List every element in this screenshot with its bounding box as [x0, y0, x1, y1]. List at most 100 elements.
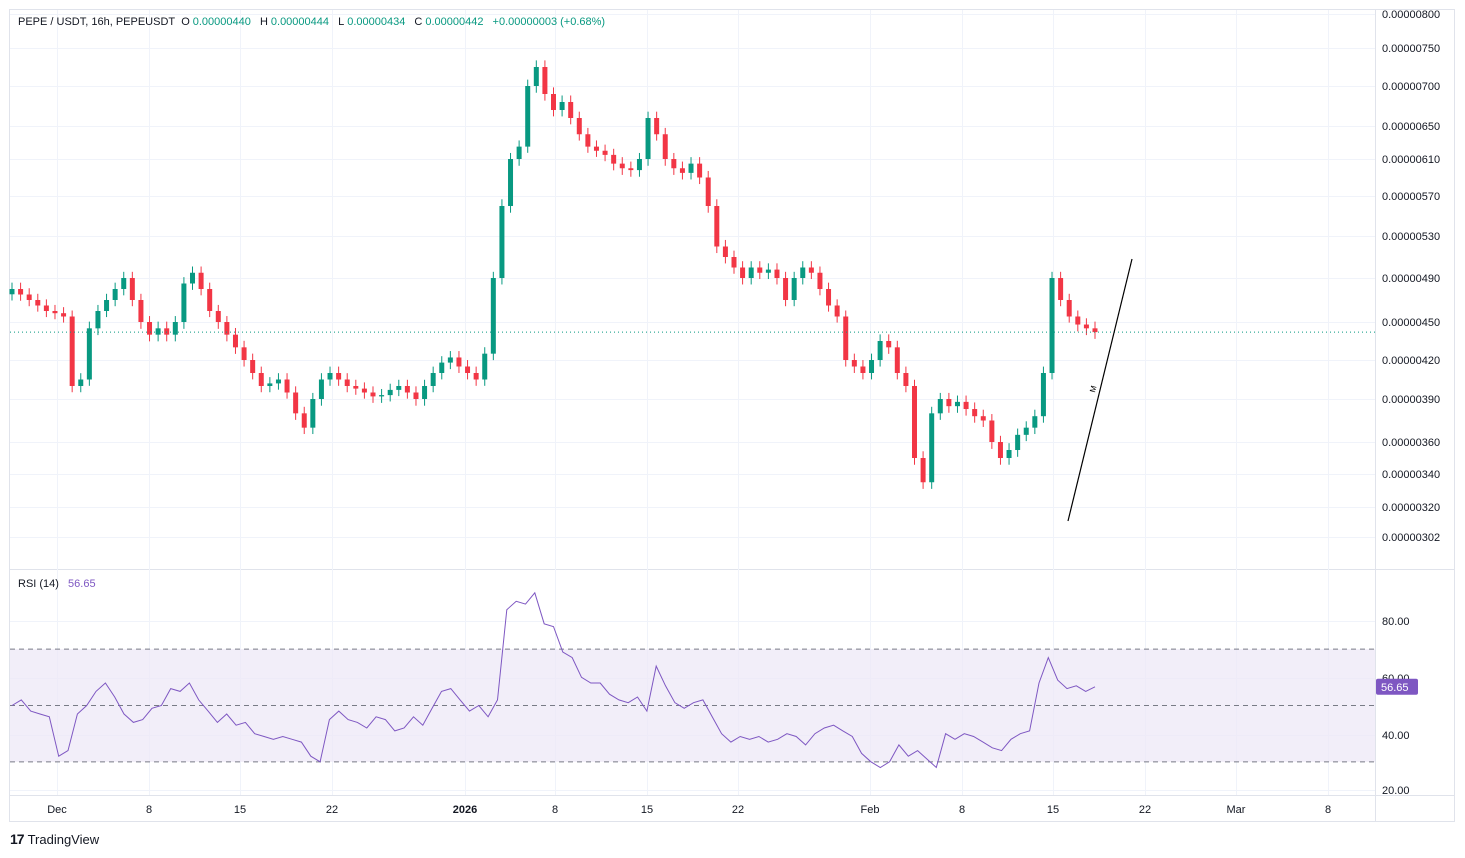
time-tick-label: Mar: [1227, 804, 1246, 816]
candle: [1083, 324, 1089, 329]
change-value: +0.00000003 (+0.68%): [492, 16, 606, 28]
price-tick-label: 0.00000610: [1382, 154, 1440, 166]
candle: [783, 278, 789, 300]
candle: [52, 311, 58, 314]
candle: [1092, 328, 1098, 333]
price-tick-label: 0.00000750: [1382, 43, 1440, 55]
time-tick-label: 2026: [453, 804, 477, 816]
candle: [757, 267, 763, 273]
price-tick-label: 0.00000320: [1382, 502, 1440, 514]
candle: [447, 357, 453, 363]
time-tick-label: Dec: [47, 804, 67, 816]
candle: [576, 118, 582, 135]
candle: [851, 360, 857, 367]
candle: [293, 392, 299, 414]
candle: [155, 328, 161, 335]
candle: [310, 399, 316, 428]
candle: [344, 379, 350, 386]
rsi-last-value-text: 56.65: [1381, 682, 1409, 694]
high-label: H: [259, 16, 268, 28]
candle: [18, 289, 24, 295]
time-tick-label: 15: [1047, 804, 1059, 816]
candle: [826, 289, 832, 306]
time-tick-label: 8: [552, 804, 558, 816]
rsi-value: 56.65: [68, 578, 96, 590]
rsi-header[interactable]: RSI (14) 56.65: [18, 578, 96, 590]
candle: [628, 168, 634, 171]
candle: [456, 357, 462, 367]
candle: [430, 373, 436, 386]
rsi-label: RSI (14): [18, 578, 59, 590]
candle: [697, 163, 703, 178]
candle: [593, 146, 599, 151]
candle: [1075, 316, 1081, 325]
candle: [26, 294, 32, 300]
candle: [215, 311, 221, 322]
price-tick-label: 0.00000650: [1382, 121, 1440, 133]
candle: [78, 379, 84, 386]
candle: [490, 278, 496, 354]
candle: [1049, 278, 1055, 373]
trend-line-drawing: [1067, 258, 1133, 522]
candle: [250, 360, 256, 373]
candle: [172, 322, 178, 335]
candle: [138, 300, 144, 322]
candle: [336, 373, 342, 380]
price-tick-label: 0.00000420: [1382, 355, 1440, 367]
rsi-band-fill: [10, 649, 1375, 762]
candle: [869, 360, 875, 373]
candle: [972, 409, 978, 417]
candle: [920, 458, 926, 483]
drawing-marker-label: M: [1088, 384, 1099, 393]
candle: [765, 269, 771, 273]
candle: [800, 267, 806, 278]
candle: [241, 347, 247, 360]
candle: [834, 305, 840, 317]
candle: [396, 386, 402, 390]
candle: [533, 67, 539, 86]
candle: [413, 392, 419, 399]
candle: [843, 316, 849, 360]
candle: [86, 328, 92, 380]
candle: [989, 420, 995, 442]
time-tick-label: 15: [234, 804, 246, 816]
tradingview-brand[interactable]: 17 TradingView: [10, 831, 99, 847]
candle: [181, 283, 187, 322]
time-tick-label: 8: [1325, 804, 1331, 816]
price-tick-label: 0.00000570: [1382, 191, 1440, 203]
candle: [748, 267, 754, 278]
candle: [207, 289, 213, 311]
candle: [232, 334, 238, 348]
candle: [482, 353, 488, 380]
candle: [602, 150, 608, 155]
candle: [370, 392, 376, 397]
candle: [35, 300, 41, 306]
rsi-tick-label: 20.00: [1382, 785, 1410, 797]
candle: [619, 163, 625, 169]
candle: [1032, 416, 1038, 428]
high-value: 0.00000444: [270, 16, 330, 28]
candle: [817, 272, 823, 289]
candle: [1015, 434, 1021, 450]
candle: [104, 300, 110, 311]
candle: [997, 442, 1003, 458]
time-tick-label: 8: [146, 804, 152, 816]
candle: [258, 373, 264, 386]
candle: [808, 267, 814, 273]
brand-name: TradingView: [27, 831, 100, 847]
candle: [69, 316, 75, 386]
time-tick-label: Feb: [861, 804, 880, 816]
symbol-title[interactable]: PEPE / USDT, 16h, PEPEUSDT: [18, 16, 176, 28]
candle: [439, 362, 445, 373]
candle: [740, 267, 746, 278]
candle: [963, 401, 969, 410]
candle: [551, 94, 556, 110]
candle: [301, 413, 307, 428]
candle: [585, 134, 591, 147]
candle: [946, 399, 952, 407]
candle: [465, 366, 471, 373]
candle: [121, 278, 127, 289]
price-tick-label: 0.00000700: [1382, 81, 1440, 93]
candle: [912, 386, 917, 458]
